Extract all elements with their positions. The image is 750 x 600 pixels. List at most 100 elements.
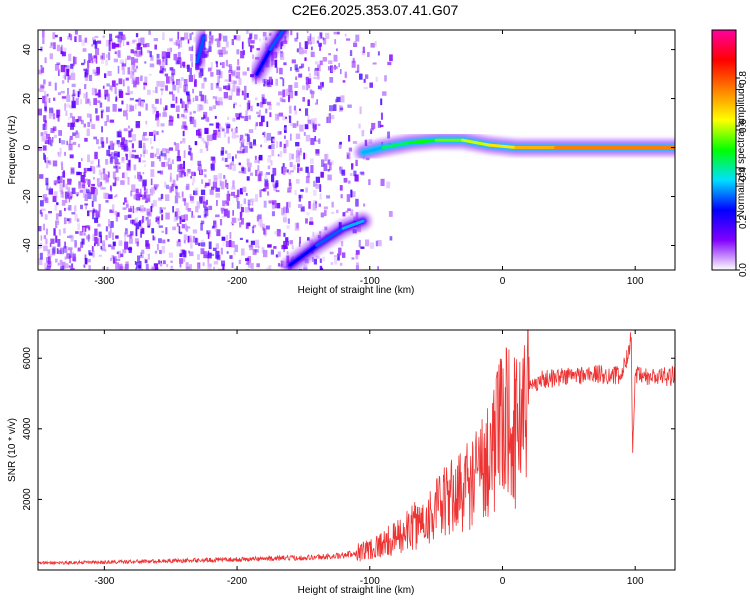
- noise-speck: [159, 170, 164, 175]
- noise-speck: [210, 163, 215, 171]
- noise-speck: [116, 251, 119, 255]
- noise-speck: [132, 39, 137, 42]
- noise-speck: [126, 55, 131, 60]
- noise-speck: [192, 229, 198, 234]
- noise-speck: [178, 231, 183, 235]
- noise-speck: [105, 159, 109, 165]
- noise-speck: [92, 166, 96, 174]
- noise-speck: [161, 207, 166, 210]
- noise-speck: [211, 186, 215, 191]
- noise-speck: [243, 198, 247, 204]
- noise-speck: [144, 257, 147, 260]
- noise-speck: [328, 113, 331, 119]
- noise-speck: [133, 68, 137, 73]
- noise-speck: [161, 230, 165, 233]
- noise-speck: [93, 177, 95, 180]
- noise-speck: [108, 45, 111, 52]
- noise-speck: [337, 31, 340, 35]
- noise-speck: [338, 144, 342, 149]
- noise-speck: [226, 193, 231, 201]
- noise-speck: [273, 186, 277, 191]
- noise-speck: [135, 47, 138, 52]
- noise-speck: [106, 149, 111, 156]
- noise-speck: [282, 78, 285, 87]
- noise-speck: [193, 172, 196, 177]
- noise-speck: [138, 157, 141, 163]
- noise-speck: [302, 85, 306, 90]
- noise-speck: [64, 191, 70, 199]
- noise-speck: [165, 105, 168, 110]
- noise-speck: [70, 72, 76, 81]
- noise-speck: [77, 223, 80, 231]
- noise-speck: [94, 228, 98, 236]
- noise-speck: [256, 215, 260, 222]
- noise-speck: [68, 33, 71, 38]
- noise-speck: [313, 180, 316, 187]
- noise-speck: [214, 38, 220, 42]
- noise-speck: [289, 240, 293, 245]
- noise-speck: [115, 165, 119, 173]
- noise-speck: [59, 147, 62, 155]
- noise-speck: [198, 72, 203, 78]
- noise-speck: [281, 207, 285, 216]
- noise-speck: [168, 147, 173, 151]
- noise-speck: [94, 243, 96, 247]
- noise-speck: [295, 179, 300, 184]
- noise-speck: [282, 171, 286, 175]
- noise-speck: [47, 256, 51, 265]
- noise-speck: [265, 225, 270, 230]
- noise-speck: [59, 183, 64, 192]
- noise-speck: [310, 118, 314, 126]
- noise-speck: [160, 149, 163, 152]
- noise-speck: [82, 193, 87, 198]
- noise-speck: [46, 160, 49, 169]
- noise-speck: [77, 91, 80, 98]
- noise-speck: [377, 51, 380, 56]
- noise-speck: [81, 39, 85, 46]
- noise-speck: [143, 86, 146, 90]
- noise-speck: [142, 142, 146, 148]
- noise-speck: [94, 56, 96, 63]
- noise-speck: [115, 95, 118, 101]
- noise-speck: [212, 181, 218, 189]
- noise-speck: [71, 100, 76, 109]
- noise-speck: [88, 226, 91, 231]
- noise-speck: [117, 250, 121, 259]
- noise-speck: [202, 262, 205, 266]
- noise-speck: [189, 264, 192, 270]
- noise-speck: [319, 231, 322, 235]
- noise-speck: [288, 179, 291, 186]
- noise-speck: [49, 53, 53, 60]
- noise-speck: [140, 154, 143, 157]
- noise-speck: [155, 86, 158, 94]
- noise-speck: [308, 201, 311, 209]
- noise-speck: [55, 220, 58, 229]
- noise-speck: [134, 154, 139, 159]
- noise-speck: [180, 169, 184, 178]
- noise-speck: [221, 236, 226, 241]
- noise-speck: [262, 79, 266, 84]
- noise-speck: [263, 200, 267, 208]
- noise-speck: [212, 247, 217, 251]
- noise-speck: [91, 124, 96, 129]
- noise-speck: [258, 173, 262, 182]
- noise-speck: [279, 52, 285, 60]
- noise-speck: [96, 213, 98, 217]
- noise-speck: [288, 84, 293, 92]
- noise-speck: [67, 75, 71, 80]
- x-tick-label: -100: [360, 576, 380, 587]
- noise-speck: [314, 102, 318, 105]
- noise-speck: [199, 148, 203, 153]
- noise-speck: [180, 62, 182, 68]
- noise-speck: [246, 176, 250, 181]
- noise-speck: [100, 182, 103, 190]
- noise-speck: [238, 78, 242, 85]
- noise-speck: [158, 260, 161, 265]
- noise-speck: [200, 94, 204, 102]
- noise-speck: [180, 215, 186, 222]
- noise-speck: [56, 62, 61, 65]
- noise-speck: [170, 76, 174, 80]
- noise-speck: [134, 175, 137, 179]
- noise-speck: [338, 63, 340, 68]
- noise-speck: [314, 61, 319, 65]
